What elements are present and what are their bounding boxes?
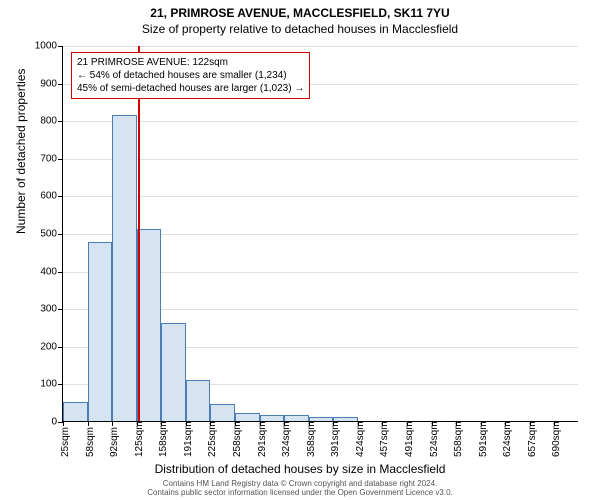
histogram-bar	[161, 323, 186, 421]
ytick-label: 400	[40, 266, 57, 277]
histogram-bar	[260, 415, 285, 421]
xtick-label: 358sqm	[306, 421, 317, 457]
xtick-mark	[88, 421, 89, 426]
ytick-mark	[58, 84, 63, 85]
ytick-label: 600	[40, 191, 57, 202]
xtick-label: 291sqm	[257, 421, 268, 457]
histogram-bar	[186, 380, 211, 421]
xtick-label: 524sqm	[429, 421, 440, 457]
xtick-label: 424sqm	[355, 421, 366, 457]
ytick-mark	[58, 347, 63, 348]
ytick-label: 0	[51, 417, 57, 428]
xtick-label: 258sqm	[232, 421, 243, 457]
ytick-label: 300	[40, 304, 57, 315]
xtick-label: 624sqm	[502, 421, 513, 457]
annotation-line2: ← 54% of detached houses are smaller (1,…	[77, 69, 304, 82]
xtick-mark	[112, 421, 113, 426]
ytick-label: 500	[40, 229, 57, 240]
ytick-label: 800	[40, 116, 57, 127]
ytick-mark	[58, 309, 63, 310]
xtick-label: 457sqm	[379, 421, 390, 457]
histogram-bar	[235, 413, 260, 421]
ytick-mark	[58, 272, 63, 273]
ytick-label: 100	[40, 379, 57, 390]
ytick-label: 900	[40, 78, 57, 89]
histogram-bar	[112, 115, 137, 421]
xtick-label: 690sqm	[551, 421, 562, 457]
xtick-label: 591sqm	[478, 421, 489, 457]
ytick-mark	[58, 196, 63, 197]
page-title-address: 21, PRIMROSE AVENUE, MACCLESFIELD, SK11 …	[0, 6, 600, 20]
xtick-label: 92sqm	[109, 427, 120, 457]
histogram-bar	[63, 402, 88, 421]
xtick-label: 657sqm	[527, 421, 538, 457]
xtick-mark	[63, 421, 64, 426]
ytick-mark	[58, 159, 63, 160]
xtick-label: 391sqm	[330, 421, 341, 457]
footer-line-1: Contains HM Land Registry data © Crown c…	[0, 479, 600, 489]
xtick-label: 558sqm	[453, 421, 464, 457]
page-subtitle: Size of property relative to detached ho…	[0, 22, 600, 36]
histogram-chart: 0100200300400500600700800900100025sqm58s…	[62, 46, 578, 422]
plot-area: 0100200300400500600700800900100025sqm58s…	[62, 46, 578, 422]
histogram-bar	[137, 229, 162, 421]
xtick-label: 58sqm	[85, 427, 96, 457]
annotation-line3: 45% of semi-detached houses are larger (…	[77, 82, 304, 95]
xtick-label: 125sqm	[134, 421, 145, 457]
footer-line-2: Contains public sector information licen…	[0, 488, 600, 498]
xtick-label: 324sqm	[281, 421, 292, 457]
y-axis-label: Number of detached properties	[14, 69, 28, 234]
reference-line	[138, 46, 140, 421]
ytick-label: 200	[40, 341, 57, 352]
xtick-label: 491sqm	[404, 421, 415, 457]
xtick-label: 191sqm	[183, 421, 194, 457]
ytick-mark	[58, 46, 63, 47]
footer-attribution: Contains HM Land Registry data © Crown c…	[0, 479, 600, 498]
x-axis-label: Distribution of detached houses by size …	[0, 462, 600, 476]
annotation-box: 21 PRIMROSE AVENUE: 122sqm← 54% of detac…	[71, 52, 310, 99]
histogram-bar	[88, 242, 113, 421]
xtick-label: 25sqm	[60, 427, 71, 457]
ytick-mark	[58, 121, 63, 122]
annotation-line1: 21 PRIMROSE AVENUE: 122sqm	[77, 56, 304, 69]
histogram-bar	[284, 415, 309, 421]
xtick-label: 158sqm	[158, 421, 169, 457]
ytick-mark	[58, 234, 63, 235]
xtick-label: 225sqm	[207, 421, 218, 457]
ytick-label: 700	[40, 153, 57, 164]
histogram-bar	[210, 404, 235, 421]
ytick-label: 1000	[35, 41, 57, 52]
ytick-mark	[58, 384, 63, 385]
